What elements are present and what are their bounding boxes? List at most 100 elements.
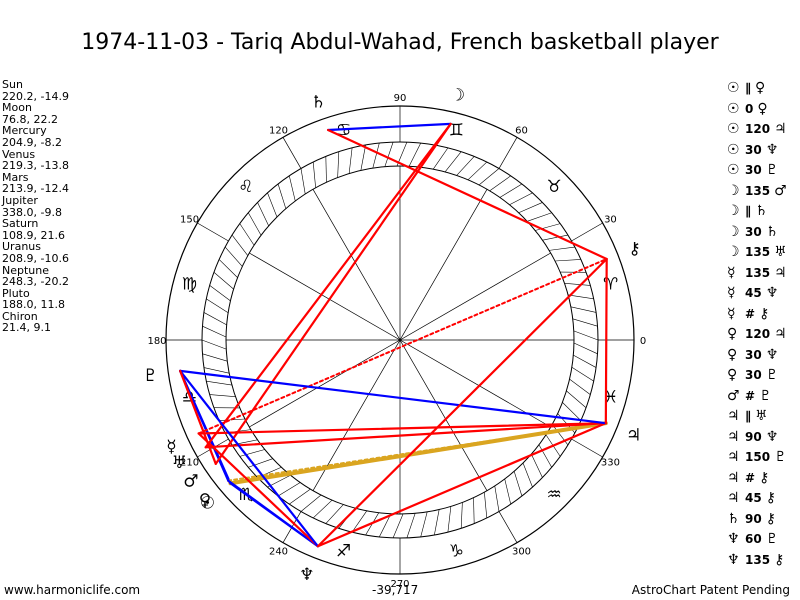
tick-mark (549, 246, 575, 251)
aspect-row: ☽ 135 ♂ (727, 181, 800, 202)
tick-mark (312, 499, 333, 519)
aspect-planet-b: ♇ (759, 387, 772, 404)
planet-positions-list: Sun 220.2, -14.9 Moon 76.8, 22.2 Mercury 204.… (2, 79, 112, 334)
aspect-planet-a: ☉ (727, 162, 740, 178)
aspect-planet-b: ⚷ (759, 305, 770, 322)
aspect-planet-a: ♃ (727, 469, 740, 486)
tick-mark (348, 147, 353, 174)
tick-mark (494, 485, 500, 512)
tick-mark (513, 471, 523, 497)
degree-label: 180 (147, 336, 166, 347)
tick-mark (239, 449, 265, 457)
position-name: Pluto (2, 286, 30, 300)
position-value: 219.3, -13.8 (2, 159, 69, 173)
tick-mark (572, 318, 598, 327)
aspect-planet-b: ♇ (774, 449, 787, 465)
aspect-planet-b: ♆ (765, 285, 779, 301)
aspect-planet-a: ♀ (727, 346, 738, 363)
tick-mark (570, 306, 597, 313)
aspect-planet-a: ☉ (727, 100, 740, 117)
mars-glyph: ♂ (183, 472, 198, 492)
aspect-planet-a: ☽ (727, 182, 740, 199)
chiron-glyph: ⚷ (628, 239, 640, 259)
tick-mark (473, 497, 475, 524)
tick-mark (444, 151, 462, 173)
tick-mark (432, 147, 449, 170)
wheel-spokes (166, 106, 634, 574)
aspect-row: ☽ 30 ♄ (727, 222, 800, 243)
aspect-type: 0 (745, 101, 754, 116)
degree-label: 30 (604, 215, 617, 226)
zodiac-sign-glyph: ♊ (449, 120, 464, 140)
aspect-planet-a: ☽ (727, 203, 740, 219)
aspect-line-mercury-neptune (197, 432, 320, 548)
aspect-type: 120 (745, 122, 771, 136)
position-value: 208.9, -10.6 (2, 251, 69, 265)
aspect-planet-b: ♃ (774, 264, 787, 281)
aspect-type: 120 (745, 327, 771, 341)
aspect-line-moon-saturn (326, 122, 452, 132)
aspect-planet-a: ♃ (727, 490, 740, 506)
aspect-line-moon-mars (214, 122, 452, 465)
tick-mark (531, 454, 543, 478)
aspect-type: ∥ (745, 409, 751, 423)
tick-mark (277, 183, 287, 209)
tick-mark (573, 330, 599, 341)
tick-mark (201, 339, 227, 350)
tick-mark (206, 298, 229, 314)
position-name: Saturn (2, 217, 39, 231)
position-name: Sun (2, 78, 23, 91)
aspect-planet-b: ⚷ (765, 490, 776, 506)
tick-mark (392, 513, 404, 538)
aspect-type: ∥ (745, 81, 751, 95)
aspect-row: ♃ 90 ♆ (727, 427, 800, 448)
sign-divider (197, 222, 229, 242)
sign-divider (498, 137, 518, 169)
tick-mark (499, 183, 523, 198)
aspect-type: 90 (745, 511, 762, 526)
aspect-type: # (745, 388, 756, 403)
sun-glyph: ☉ (200, 494, 215, 514)
aspect-row: ☽ ∥ ♄ (727, 201, 800, 222)
position-value: 21.4, 9.1 (2, 321, 51, 335)
position-value: 108.9, 21.6 (2, 228, 65, 242)
tick-mark (213, 272, 234, 290)
jupiter-glyph: ♃ (626, 425, 641, 445)
aspect-row: ♄ 90 ⚷ (727, 509, 800, 530)
uranus-glyph: ♅ (172, 453, 187, 473)
mercury-glyph: ☿ (166, 437, 176, 457)
tick-mark (571, 366, 594, 382)
aspect-line-jupiter-pluto (179, 369, 607, 425)
tick-mark (239, 223, 255, 246)
tick-mark (203, 367, 230, 374)
tick-mark (504, 478, 512, 505)
position-name: Venus (2, 147, 36, 161)
position-name: Neptune (2, 263, 50, 277)
degree-label: 210 (180, 458, 199, 469)
aspect-planet-a: ♀ (727, 326, 738, 342)
zodiac-sign-glyph: ♑ (449, 542, 464, 562)
aspect-row: ☽ 135 ♅ (727, 242, 800, 263)
position-value: 188.0, 11.8 (2, 298, 65, 312)
aspect-type: 60 (745, 532, 762, 546)
tick-mark (372, 143, 380, 169)
degree-label: 150 (180, 215, 199, 226)
moon-glyph: ☽ (450, 86, 465, 106)
aspect-type: 45 (745, 491, 762, 505)
aspect-planet-a: ♀ (727, 367, 738, 383)
aspect-line-jupiter-chiron (604, 257, 608, 425)
tick-mark (218, 259, 238, 278)
aspect-line-saturn-chiron (326, 128, 608, 261)
tick-mark (202, 325, 227, 338)
aspect-row: ☉ 30 ♆ (727, 140, 800, 161)
zodiac-sign-glyph: ♈ (603, 275, 618, 295)
aspect-type: 135 (745, 245, 771, 259)
planet-glyphs: ☉ ☽ ☿ ♀♂ ♃ ♄ ♅ ♆ ♇ ⚷ (143, 86, 641, 585)
tick-mark (257, 202, 269, 226)
tick-mark (566, 390, 587, 408)
aspect-type: 135 (745, 552, 771, 567)
aspect-row: ☉ 120 ♃ (727, 119, 800, 140)
aspect-type: 90 (745, 429, 762, 444)
zodiac-sign-glyph: ♐ (336, 542, 351, 562)
